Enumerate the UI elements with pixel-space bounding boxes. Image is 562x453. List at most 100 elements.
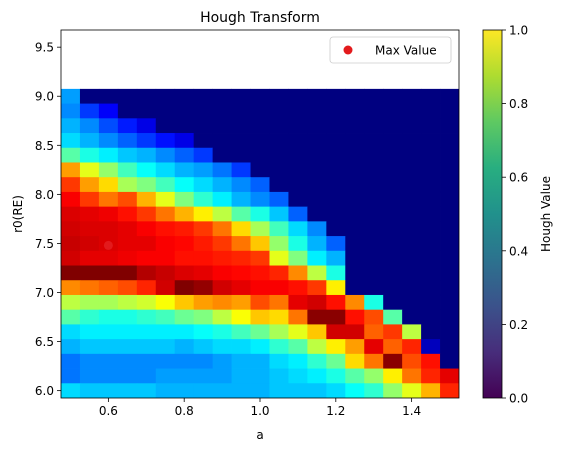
heatmap-cell [288,191,308,208]
heatmap-cell [79,309,100,325]
y-tick-label: 9.5 [35,41,54,55]
heatmap-cell [402,88,422,104]
colorbar-tick-label: 0.2 [509,318,528,332]
heatmap-cell [440,162,459,178]
heatmap-cell [440,265,459,281]
heatmap-cell [117,250,138,266]
heatmap-cell [174,353,195,369]
heatmap-cell [193,236,214,252]
heatmap-cell [288,133,308,149]
heatmap-cell [136,309,157,325]
heatmap-cell [61,118,81,134]
heatmap-cell [231,353,251,369]
heatmap-cell [117,147,138,163]
heatmap-cell [421,206,441,222]
heatmap-cell [136,206,157,222]
heatmap-cell [402,280,422,296]
heatmap-cell [155,206,176,222]
heatmap-cell [326,88,346,104]
heatmap-cell [269,162,289,178]
heatmap-cell [326,206,346,222]
heatmap-cell [307,162,327,178]
heatmap-cell [288,309,308,325]
heatmap-cell [61,206,81,222]
heatmap-cell [345,353,365,369]
heatmap-cell [250,221,270,237]
heatmap-cell [174,294,195,311]
heatmap-cell [193,250,214,266]
heatmap-cell [231,236,251,252]
heatmap-cell [383,147,403,163]
heatmap-cell [212,162,232,178]
heatmap-cell [79,221,100,237]
heatmap-cell [79,147,100,163]
heatmap-cell [326,118,346,134]
heatmap-cell [117,88,138,104]
heatmap-cell [402,133,422,149]
heatmap-cell [402,324,422,340]
heatmap-cell [231,250,251,266]
heatmap-cell [250,339,270,355]
heatmap-cell [383,221,403,237]
heatmap-cell [98,250,119,266]
heatmap-cell [326,191,346,208]
heatmap-cell [307,280,327,296]
colorbar-tick-label: 1.0 [509,24,528,38]
heatmap-cell [345,221,365,237]
heatmap-cell [231,309,251,325]
heatmap-cell [364,88,384,104]
heatmap-cell [402,177,422,193]
heatmap-cell [402,265,422,281]
heatmap-cell [250,147,270,163]
heatmap-cell [402,118,422,134]
heatmap-cell [440,324,459,340]
x-axis-label: a [256,428,263,442]
x-tick-label: 1.2 [326,404,345,418]
heatmap-cell [193,206,214,222]
heatmap-cell [307,221,327,237]
heatmap-cell [345,103,365,119]
heatmap-cell [136,353,157,369]
colorbar-gradient [482,29,503,399]
heatmap-cell [250,383,270,398]
heatmap-cell [345,368,365,384]
heatmap-cell [307,353,327,369]
heatmap-cell [193,177,214,193]
heatmap-cell [98,88,119,104]
heatmap-cell [193,147,214,163]
heatmap-cell [250,133,270,149]
legend: Max Value [329,36,452,64]
x-tick-label: 0.8 [175,404,194,418]
heatmap-cell [136,368,157,384]
heatmap-cell [326,324,346,340]
heatmap-cell [288,221,308,237]
heatmap-cell [212,88,232,104]
heatmap-cell [440,88,459,104]
heatmap-cell [364,383,384,398]
heatmap-cell [326,103,346,119]
heatmap-cell [440,309,459,325]
heatmap-cell [364,265,384,281]
heatmap-cell [193,280,214,296]
heatmap-cell [193,133,214,149]
heatmap-cell [79,265,100,281]
heatmap-cell [288,162,308,178]
heatmap-cell [193,294,214,311]
heatmap-cell [307,133,327,149]
heatmap-cell [345,383,365,398]
heatmap-cell [345,118,365,134]
heatmap-cell [250,309,270,325]
colorbar-ticks: 0.0 0.2 0.4 0.6 0.8 1.0 [502,24,528,406]
heatmap-cell [421,353,441,369]
heatmap-cell [98,118,119,134]
heatmap-cell [193,103,214,119]
heatmap-cell [193,191,214,208]
heatmap-cell [345,339,365,355]
heatmap-cell [174,147,195,163]
heatmap-cell [155,294,176,311]
heatmap-cell [364,118,384,134]
heatmap-cell [364,133,384,149]
heatmap-cell [421,250,441,266]
heatmap-cell [136,103,157,119]
heatmap-cell [326,294,346,311]
